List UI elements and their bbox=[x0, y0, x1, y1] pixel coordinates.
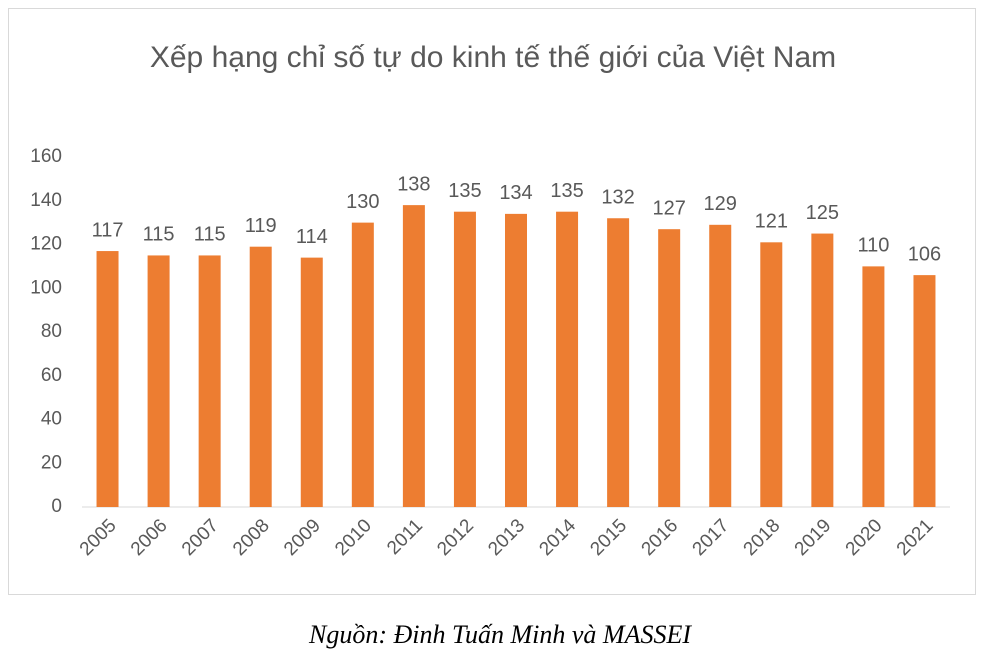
bar bbox=[96, 251, 119, 507]
x-tick-label: 2005 bbox=[76, 515, 121, 560]
y-tick-label: 60 bbox=[41, 365, 62, 386]
bar bbox=[249, 246, 272, 507]
x-tick-label: 2020 bbox=[842, 515, 887, 560]
x-tick-label: 2007 bbox=[178, 515, 223, 560]
value-label: 132 bbox=[601, 187, 634, 209]
value-label: 106 bbox=[908, 243, 941, 265]
value-label: 135 bbox=[550, 180, 583, 202]
bar bbox=[556, 211, 579, 507]
x-tick-label: 2016 bbox=[638, 515, 683, 560]
bar bbox=[147, 255, 170, 507]
value-label: 114 bbox=[296, 226, 328, 248]
y-tick-label: 160 bbox=[30, 146, 62, 167]
bar bbox=[709, 224, 732, 507]
y-tick-label: 0 bbox=[51, 496, 62, 517]
value-label: 119 bbox=[245, 215, 277, 237]
x-tick-label: 2017 bbox=[689, 515, 734, 560]
x-tick-label: 2010 bbox=[331, 515, 376, 560]
x-tick-label: 2014 bbox=[535, 515, 580, 560]
source-note: Nguồn: Đinh Tuấn Minh và MASSEI bbox=[308, 620, 692, 649]
value-label: 117 bbox=[92, 219, 124, 241]
y-tick-label: 140 bbox=[30, 190, 62, 211]
value-label: 127 bbox=[652, 197, 685, 219]
x-tick-label: 2021 bbox=[893, 515, 938, 560]
chart-frame bbox=[8, 8, 976, 595]
y-tick-label: 120 bbox=[30, 234, 62, 255]
bar bbox=[913, 275, 936, 507]
x-tick-label: 2009 bbox=[280, 515, 325, 560]
bar bbox=[453, 211, 476, 507]
value-label: 125 bbox=[806, 202, 839, 224]
x-tick-label: 2018 bbox=[740, 515, 785, 560]
value-label: 135 bbox=[448, 180, 481, 202]
bar bbox=[862, 266, 885, 507]
x-tick-label: 2006 bbox=[127, 515, 172, 560]
y-tick-label: 40 bbox=[41, 409, 62, 430]
value-label: 115 bbox=[194, 224, 226, 246]
x-tick-label: 2008 bbox=[229, 515, 274, 560]
x-tick-label: 2011 bbox=[383, 515, 427, 559]
value-label: 115 bbox=[143, 224, 175, 246]
bar bbox=[607, 218, 630, 507]
bar bbox=[351, 222, 374, 507]
value-label: 110 bbox=[857, 235, 889, 257]
value-label: 130 bbox=[346, 191, 379, 213]
bar bbox=[658, 229, 681, 507]
bar bbox=[198, 255, 221, 507]
value-label: 129 bbox=[704, 193, 737, 215]
bar bbox=[402, 205, 425, 507]
value-label: 121 bbox=[755, 211, 788, 233]
bar bbox=[811, 233, 834, 507]
value-label: 138 bbox=[397, 173, 430, 195]
x-tick-label: 2015 bbox=[586, 515, 631, 560]
bar bbox=[300, 257, 323, 507]
bar bbox=[505, 213, 527, 507]
y-tick-label: 100 bbox=[30, 277, 62, 298]
x-tick-label: 2019 bbox=[791, 515, 836, 560]
y-tick-label: 20 bbox=[41, 452, 62, 473]
value-label: 134 bbox=[499, 182, 532, 204]
x-tick-label: 2012 bbox=[433, 515, 478, 560]
chart-title: Xếp hạng chỉ số tự do kinh tế thế giới c… bbox=[149, 41, 837, 74]
bar bbox=[760, 242, 783, 507]
y-tick-label: 80 bbox=[41, 321, 62, 342]
x-tick-label: 2013 bbox=[484, 515, 529, 560]
